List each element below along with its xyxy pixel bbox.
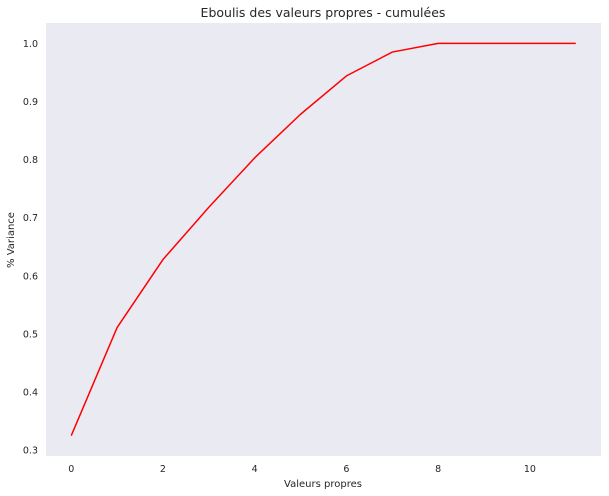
- x-tick-label: 8: [435, 464, 441, 475]
- y-tick-label: 0.4: [23, 388, 38, 399]
- y-tick-labels: 0.3 0.4 0.5 0.6 0.7 0.8 0.9 1.0: [23, 39, 38, 457]
- y-tick-label: 0.8: [23, 155, 38, 166]
- x-tick-label: 0: [68, 464, 74, 475]
- y-tick-label: 0.9: [23, 97, 38, 108]
- y-tick-label: 0.7: [23, 213, 38, 224]
- x-tick-labels: 0 2 4 6 8 10: [68, 464, 536, 475]
- series-line: [70, 42, 576, 436]
- x-tick-label: 6: [343, 464, 349, 475]
- x-tick-label: 10: [524, 464, 536, 475]
- y-tick-label: 1.0: [23, 39, 38, 50]
- x-tick-label: 4: [252, 464, 258, 475]
- y-axis-label: % Variance: [6, 212, 17, 268]
- x-tick-label: 2: [160, 464, 166, 475]
- x-axis-label: Valeurs propres: [284, 479, 362, 490]
- y-tick-label: 0.5: [23, 329, 38, 340]
- y-tick-label: 0.6: [23, 271, 38, 282]
- y-tick-label: 0.3: [23, 446, 38, 457]
- series-layer: [70, 42, 576, 436]
- chart-title: Eboulis des valeurs propres - cumulées: [201, 5, 446, 20]
- plot-area: [46, 23, 601, 456]
